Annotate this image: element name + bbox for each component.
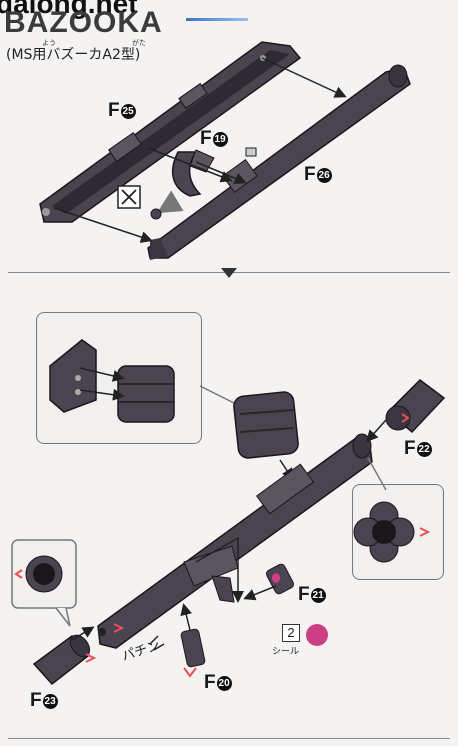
watermark-text: dalong.net: [0, 0, 138, 19]
part-label-f25: F 25: [108, 100, 136, 121]
title-accent-bar: [186, 18, 248, 21]
next-step-arrow-icon: [221, 268, 237, 278]
sticker-label: シール: [272, 647, 300, 657]
assembled-grip-block: [233, 391, 299, 481]
part-f20-piece: [180, 603, 206, 678]
assembled-bazooka-body: [97, 433, 373, 649]
part-label-f22: F 22: [404, 438, 432, 459]
page-title: BAZOOKA: [4, 6, 163, 39]
sticker-number-box: 2: [282, 624, 300, 642]
arrow-f25-to-f26-mid: [147, 147, 233, 183]
ruby-you: よう: [42, 39, 56, 47]
part-label-f26: F 26: [304, 164, 332, 185]
part-label-f23: F 23: [30, 690, 58, 711]
part-f21-piece: [243, 563, 295, 601]
sticker-color-dot: [306, 624, 328, 646]
part-f23-cap: [32, 626, 95, 686]
rear-cap-callout: [11, 539, 77, 627]
bottom-divider: [8, 738, 450, 739]
part-f2-piece: [117, 365, 175, 423]
arrow-f25-to-f26-bottom: [53, 207, 153, 243]
ruby-gata: がた: [132, 39, 146, 47]
part-label-f19: F 19: [200, 128, 228, 149]
page-subtitle: (MS用バズーカA2型): [6, 47, 141, 63]
part-label-f21: F 21: [298, 584, 326, 605]
part-f22-muzzle: [385, 379, 446, 434]
muzzle-front-view: [353, 501, 431, 563]
cut-part-icon: [117, 185, 184, 220]
part-f19-grip: [171, 149, 215, 197]
arrow-f25-to-f26-top: [261, 57, 347, 98]
part-f25-shell: [39, 41, 302, 223]
part-f1-piece: [49, 339, 97, 413]
arrow-f19-to-f26: [195, 161, 247, 185]
part-label-f20: F 20: [204, 672, 232, 693]
